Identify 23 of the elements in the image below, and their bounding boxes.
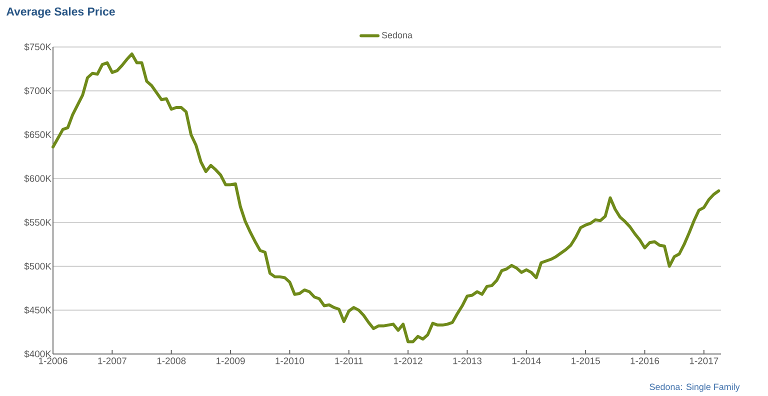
y-tick-label: $550K: [24, 218, 52, 226]
x-tick-label: 1-2009: [216, 358, 245, 364]
y-tick-label: $700K: [24, 87, 52, 95]
x-tick-label: 1-2012: [394, 358, 422, 364]
x-tick-label: 1-2006: [38, 358, 68, 364]
chart-title: Average Sales Price: [6, 7, 115, 18]
y-tick-label: $600K: [24, 174, 52, 182]
y-tick-label: $450K: [24, 306, 52, 314]
y-tick-label: $750K: [24, 43, 52, 51]
y-tick-label: $650K: [24, 130, 52, 139]
x-tick-label: 1-2013: [453, 358, 482, 364]
x-tick-label: 1-2007: [98, 358, 126, 364]
text: Sedona: Single Family: [650, 383, 740, 392]
x-tick-label: 1-2011: [335, 358, 363, 364]
x-tick-label: 1-2015: [572, 358, 600, 364]
x-tick-label: 1-2016: [630, 358, 660, 364]
x-tick-label: 1-2017: [690, 358, 718, 364]
y-tick-label: $500K: [24, 262, 52, 270]
x-tick-label: 1-2008: [157, 358, 186, 364]
x-tick-label: 1-2014: [512, 358, 541, 364]
legend-label: Sedona: [382, 32, 412, 38]
y-tick-label: $400K: [24, 350, 52, 358]
x-tick-label: 1-2010: [276, 358, 304, 364]
